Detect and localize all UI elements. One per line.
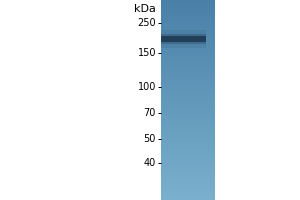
- Text: 250: 250: [137, 18, 156, 28]
- Text: 40: 40: [144, 158, 156, 168]
- Text: 150: 150: [137, 48, 156, 58]
- Text: kDa: kDa: [134, 4, 156, 14]
- Text: 70: 70: [144, 108, 156, 118]
- Text: 100: 100: [138, 82, 156, 92]
- Text: 50: 50: [144, 134, 156, 144]
